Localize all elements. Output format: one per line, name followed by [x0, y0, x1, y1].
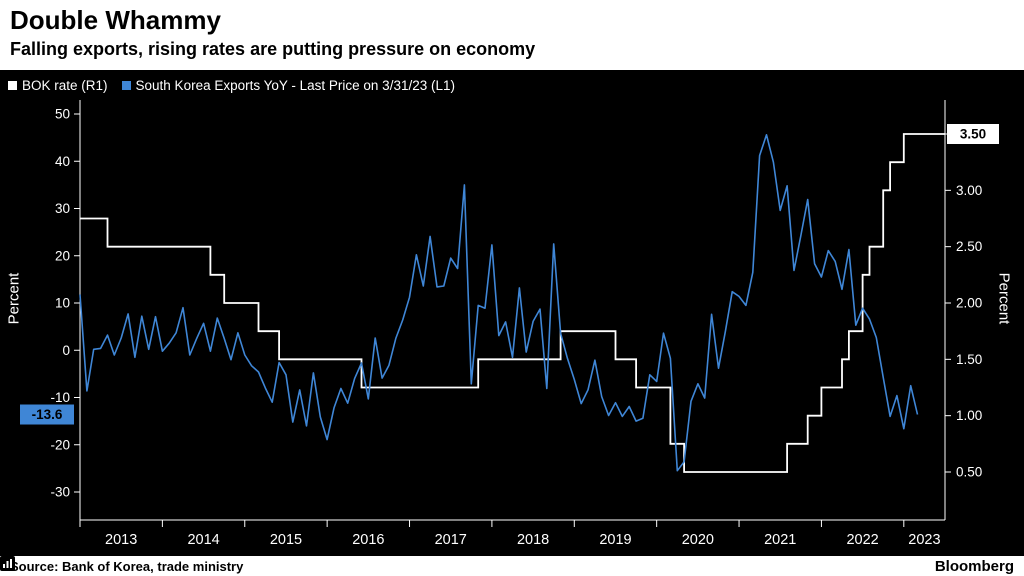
- bloomberg-brand: Bloomberg: [0, 556, 1014, 575]
- left-tick-label: 20: [55, 248, 70, 263]
- source-text: Source: Bank of Korea, trade ministry: [10, 558, 244, 574]
- exports-last-value-label: -13.6: [32, 407, 63, 422]
- left-tick-label: -30: [50, 485, 70, 500]
- legend-label: South Korea Exports YoY - Last Price on …: [135, 78, 455, 93]
- left-tick-label: -10: [50, 390, 70, 405]
- legend-item-exports: South Korea Exports YoY - Last Price on …: [121, 78, 455, 93]
- left-tick-label: 30: [55, 201, 70, 216]
- bloomberg-logo-icon: [0, 556, 15, 571]
- legend-swatch: [121, 81, 131, 90]
- bok-last-value-label: 3.50: [960, 127, 986, 142]
- x-tick-label: 2013: [105, 532, 137, 548]
- right-tick-label: 0.50: [956, 465, 982, 480]
- right-tick-label: 1.00: [956, 408, 982, 423]
- x-tick-label: 2015: [270, 532, 302, 548]
- x-tick-label: 2021: [764, 532, 796, 548]
- x-tick-label: 2020: [682, 532, 714, 548]
- bloomberg-wordmark: Bloomberg: [934, 557, 1014, 575]
- legend-swatch: [8, 81, 17, 90]
- x-tick-label: 2022: [846, 532, 878, 548]
- exports-line: [79, 134, 919, 472]
- chart-legend: BOK rate (R1) South Korea Exports YoY - …: [8, 78, 455, 93]
- exports-last-value-badge: [20, 404, 74, 425]
- legend-item-bok-rate: BOK rate (R1): [8, 78, 108, 93]
- legend-label: BOK rate (R1): [22, 78, 108, 93]
- bok-rate-line: [80, 133, 945, 473]
- right-tick-label: 3.00: [956, 183, 982, 198]
- left-tick-label: 50: [55, 107, 70, 122]
- bok-last-value-badge: [947, 124, 999, 144]
- plot-area: 50 40 30 20 10 0 -10 -20 -30 3.50 3.00 2.50 2.00 1.50…: [20, 100, 999, 548]
- x-tick-label: 2018: [517, 532, 549, 548]
- chart-title: Double Whammy: [10, 5, 221, 35]
- left-tick-label: 0: [62, 343, 70, 358]
- chart-area: BOK rate (R1) South Korea Exports YoY - …: [0, 70, 1024, 556]
- right-tick-label: 1.50: [956, 352, 982, 367]
- chart-footer: Source: Bank of Korea, trade ministry Bl…: [0, 556, 1024, 576]
- right-axis-title: Percent: [995, 272, 1013, 325]
- x-tick-label: 2023: [908, 532, 940, 548]
- x-tick-label: 2014: [187, 532, 219, 548]
- x-tick-label: 2019: [599, 532, 631, 548]
- left-tick-label: 10: [55, 296, 70, 311]
- chart-subtitle: Falling exports, rising rates are puttin…: [10, 38, 536, 59]
- right-tick-label: 2.50: [956, 239, 982, 254]
- chart-header: Double Whammy Falling exports, rising ra…: [0, 0, 1024, 70]
- right-tick-label: 2.00: [956, 296, 982, 311]
- left-axis-title: Percent: [5, 272, 23, 325]
- x-tick-label: 2016: [352, 532, 384, 548]
- x-tick-label: 2017: [435, 532, 467, 548]
- left-tick-label: -20: [50, 437, 70, 452]
- left-tick-label: 40: [55, 154, 70, 169]
